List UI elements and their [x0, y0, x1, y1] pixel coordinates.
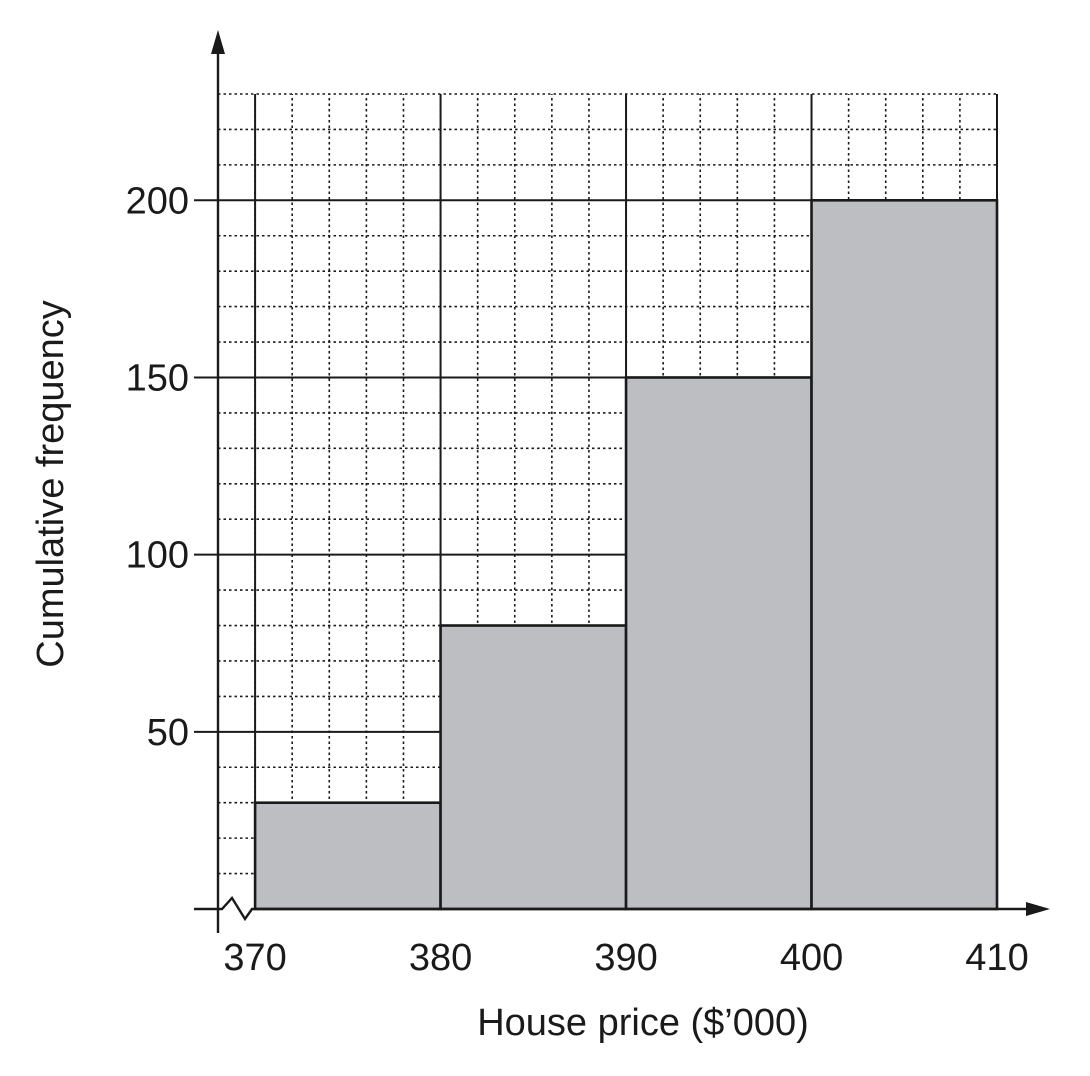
y-axis-arrow [211, 30, 225, 54]
axes [194, 30, 1050, 933]
histogram-bar [253, 801, 442, 911]
y-tick-label: 50 [147, 712, 189, 754]
tick-labels: 370 380 390 400 410 50 100 150 200 [126, 180, 1029, 979]
x-tick-label: 390 [594, 937, 657, 979]
histogram-bar [439, 624, 628, 911]
y-axis-title: Cumulative frequency [30, 300, 72, 668]
x-tick-label: 380 [409, 937, 472, 979]
histogram-bar [810, 199, 999, 911]
x-tick-label: 370 [223, 937, 286, 979]
bars [253, 199, 999, 911]
x-axis-arrow [1026, 902, 1050, 916]
histogram-bar [624, 376, 813, 911]
x-axis-line [194, 896, 1028, 922]
y-tick-label: 100 [126, 535, 189, 577]
x-tick-label: 410 [965, 937, 1028, 979]
y-tick-label: 200 [126, 180, 189, 222]
x-tick-label: 400 [780, 937, 843, 979]
x-axis-title: House price ($’000) [477, 1002, 809, 1044]
y-tick-label: 150 [126, 357, 189, 399]
